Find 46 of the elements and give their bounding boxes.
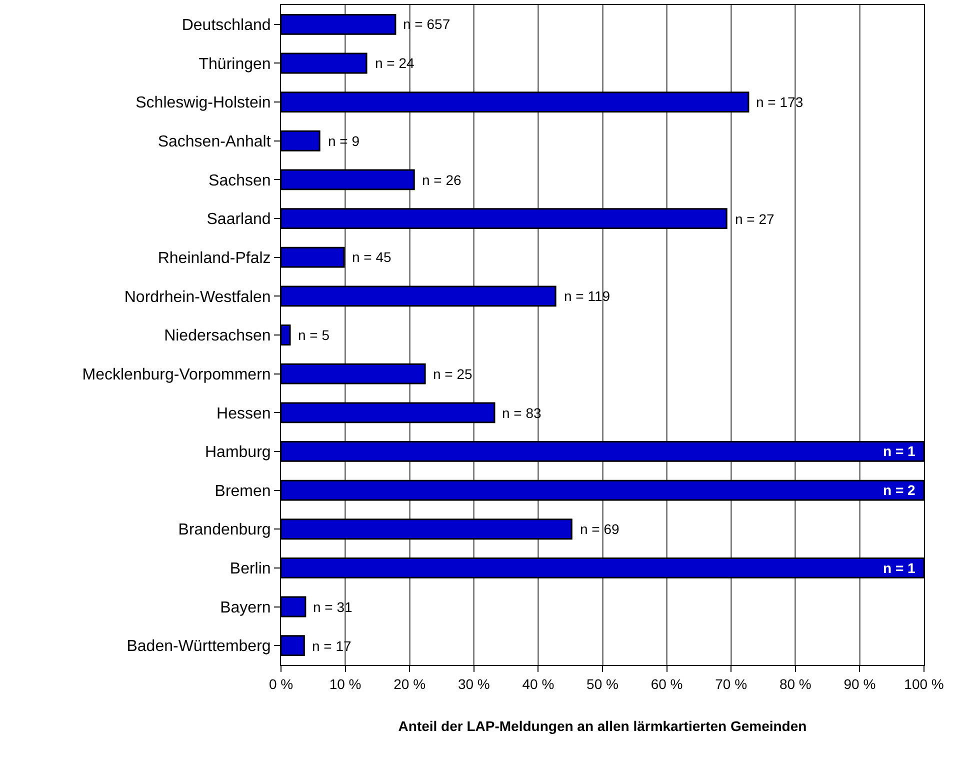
x-tick-label: 80 % bbox=[779, 676, 812, 692]
annotation: n = 5 bbox=[298, 327, 330, 343]
y-tick-label: Rheinland-Pfalz bbox=[158, 250, 271, 267]
y-tick-label: Baden-Württemberg bbox=[126, 638, 271, 656]
x-tick-label: 30 % bbox=[458, 676, 490, 692]
x-tick-label: 10 % bbox=[329, 676, 362, 692]
y-tick-label: Deutschland bbox=[182, 17, 271, 34]
y-tick-label: Hamburg bbox=[204, 444, 271, 462]
y-tick-label: Bayern bbox=[220, 599, 271, 616]
annotation: n = 45 bbox=[352, 249, 392, 265]
x-tick-label: 40 % bbox=[522, 676, 554, 692]
y-tick-label: Brandenburg bbox=[178, 522, 271, 539]
annotation: n = 119 bbox=[564, 288, 610, 304]
y-tick-label: Mecklenburg-Vorpommern bbox=[82, 366, 271, 384]
y-tick-label: Sachsen bbox=[208, 172, 271, 190]
annotation: n = 17 bbox=[312, 638, 352, 654]
y-tick-label: Berlin bbox=[230, 560, 271, 578]
x-axis-title: Anteil der LAP-Meldungen an allen lärmkartierten Gemeinden bbox=[398, 718, 807, 734]
y-tick-label: Schleswig-Holstein bbox=[136, 94, 271, 112]
annotation: n = 173 bbox=[756, 94, 804, 110]
y-tick-label: Bremen bbox=[214, 482, 271, 500]
y-tick-label: Hessen bbox=[216, 405, 271, 422]
x-tick-label: 0 % bbox=[268, 676, 294, 692]
x-tick-label: 90 % bbox=[844, 676, 876, 692]
annotation: n = 31 bbox=[313, 599, 353, 615]
x-tick-label: 100 % bbox=[904, 676, 944, 692]
annotation: n = 26 bbox=[422, 172, 462, 188]
annotation: n = 83 bbox=[502, 405, 542, 421]
annotation: n = 9 bbox=[328, 133, 360, 149]
annotation: n = 1 bbox=[883, 443, 916, 459]
x-tick-label: 20 % bbox=[394, 676, 426, 692]
x-tick-label: 70 % bbox=[715, 676, 748, 692]
x-tick-label: 60 % bbox=[650, 676, 683, 692]
annotation: n = 657 bbox=[403, 16, 450, 32]
annotation: n = 25 bbox=[433, 366, 473, 382]
annotation: n = 27 bbox=[735, 211, 775, 227]
y-tick-label: Saarland bbox=[206, 211, 271, 228]
y-tick-label: Niedersachsen bbox=[164, 328, 271, 345]
y-tick-label: Sachsen-Anhalt bbox=[158, 133, 272, 150]
y-tick-label: Nordrhein-Westfalen bbox=[124, 288, 271, 306]
annotation: n = 69 bbox=[580, 521, 620, 537]
x-tick-label: 50 % bbox=[586, 676, 618, 692]
annotation: n = 24 bbox=[375, 55, 415, 71]
annotation: n = 1 bbox=[883, 560, 916, 576]
y-tick-label: Thüringen bbox=[198, 56, 271, 73]
annotation: n = 2 bbox=[883, 482, 916, 498]
